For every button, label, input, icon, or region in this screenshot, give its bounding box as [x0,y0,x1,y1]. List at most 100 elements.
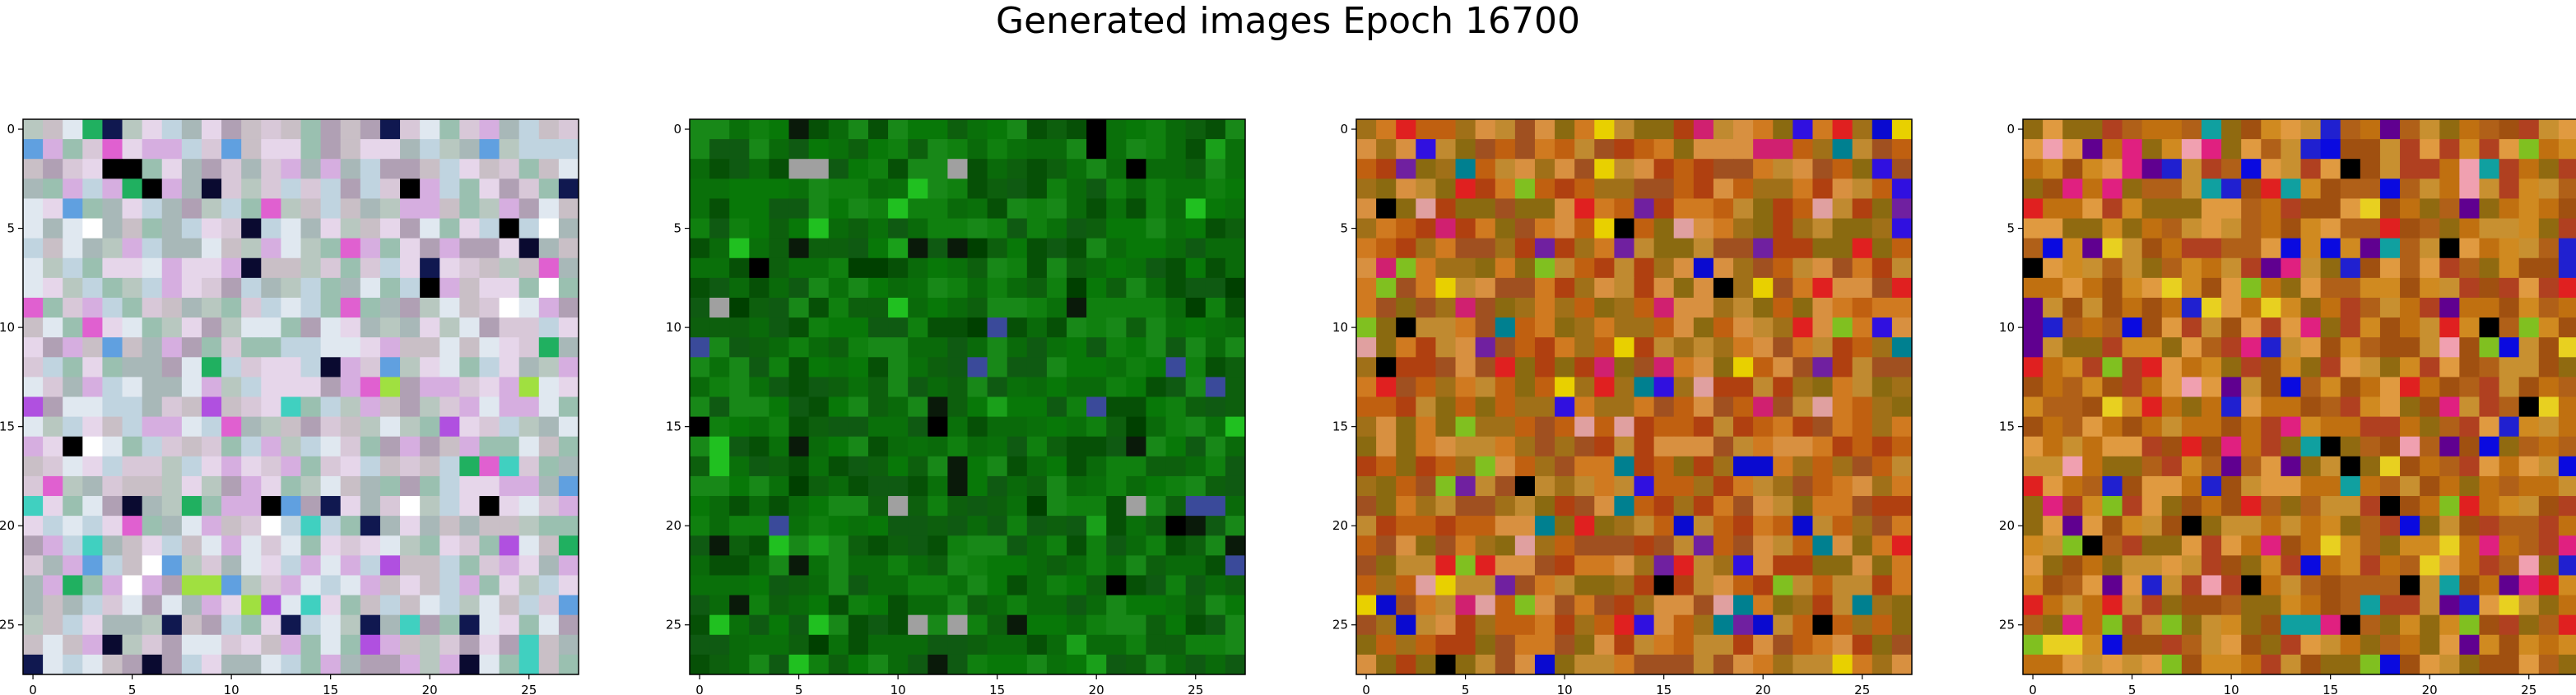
pixel-cell [729,257,750,279]
pixel-cell [808,654,830,675]
pixel-cell [1594,317,1615,338]
pixel-cell [709,436,730,457]
pixel-cell [1185,535,1207,556]
pixel-cell [1733,396,1754,418]
pixel-cell [1356,337,1377,358]
pixel-cell [2538,159,2560,179]
pixel-cell [690,475,710,497]
pixel-cell [867,178,889,199]
pixel-cell [400,436,421,457]
pixel-cell [2459,198,2480,220]
pixel-cell [729,337,750,358]
pixel-cell [360,634,381,656]
pixel-cell [261,634,281,656]
pixel-cell [1634,159,1655,179]
pixel-cell [1832,337,1853,358]
pixel-cell [1653,139,1675,160]
pixel-cell [709,218,730,239]
pixel-cell [1455,198,1476,220]
pixel-cell [63,456,83,477]
pixel-cell [241,178,262,199]
pixel-cell [1007,257,1028,279]
pixel-cell [908,456,928,477]
pixel-cell [1872,159,1893,179]
pixel-cell [1495,357,1516,378]
pixel-cell [142,198,163,220]
pixel-cell [181,416,202,438]
pixel-cell [439,238,460,259]
pixel-cell [82,317,103,338]
pixel-cell [788,297,810,318]
pixel-cell [63,396,83,418]
pixel-cell [2023,456,2044,477]
pixel-cell [1793,475,1813,497]
pixel-cell [2400,396,2420,418]
pixel-cell [459,654,480,675]
pixel-cell [1086,198,1107,220]
pixel-cell [729,654,750,675]
pixel-cell [928,297,948,318]
pixel-cell [1832,297,1853,318]
pixel-cell [2459,575,2480,596]
pixel-cell [82,337,103,358]
pixel-cell [2400,317,2420,338]
pixel-cell [1106,257,1127,279]
pixel-cell [1891,496,1913,517]
pixel-cell [1185,634,1207,656]
pixel-cell [300,575,322,596]
pixel-cell [1376,575,1397,596]
pixel-cell [1046,634,1067,656]
pixel-cell [769,475,790,497]
pixel-cell [908,218,928,239]
pixel-cell [221,357,242,378]
pixel-cell [1376,496,1397,517]
pixel-cell [2518,377,2540,397]
pixel-cell [1146,634,1167,656]
pixel-cell [558,516,579,536]
pixel-cell [340,317,361,338]
pixel-cell [2241,178,2262,199]
pixel-cell [788,257,810,279]
pixel-cell [558,496,579,517]
pixel-cell [1435,218,1457,239]
pixel-cell [1086,456,1107,477]
pixel-cell [2518,178,2540,199]
pixel-cell [499,198,520,220]
pixel-cell [1673,595,1695,616]
pixel-cell [1773,159,1793,179]
pixel-cell [2518,475,2540,497]
pixel-cell [2221,496,2242,517]
pixel-cell [1475,535,1496,556]
pixel-cell [161,396,183,418]
pixel-cell [201,377,222,397]
pixel-cell [201,456,222,477]
pixel-cell [1574,317,1595,338]
pixel-cell [1872,277,1893,299]
pixel-cell [2320,297,2341,318]
pixel-cell [1416,654,1436,675]
pixel-cell [1046,218,1067,239]
pixel-cell [987,139,1008,160]
pixel-cell [1891,159,1913,179]
pixel-cell [43,119,63,140]
pixel-cell [1812,178,1834,199]
pixel-cell [2518,218,2540,239]
pixel-cell [82,218,103,239]
pixel-cell [2360,475,2381,497]
pixel-cell [1713,119,1734,140]
pixel-cell [1812,595,1834,616]
pixel-cell [1872,436,1893,457]
pixel-cell [122,475,143,497]
pixel-cell [788,436,810,457]
pixel-cell [1416,614,1436,636]
pixel-cell [1773,535,1793,556]
pixel-cell [2379,654,2401,675]
pixel-cell [1753,535,1774,556]
pixel-cell [439,475,460,497]
pixel-cell [2082,475,2103,497]
pixel-cell [2400,456,2420,477]
pixel-cell [1891,575,1913,596]
pixel-cell [142,159,163,179]
pixel-cell [2241,277,2262,299]
pixel-cell [2320,416,2341,438]
